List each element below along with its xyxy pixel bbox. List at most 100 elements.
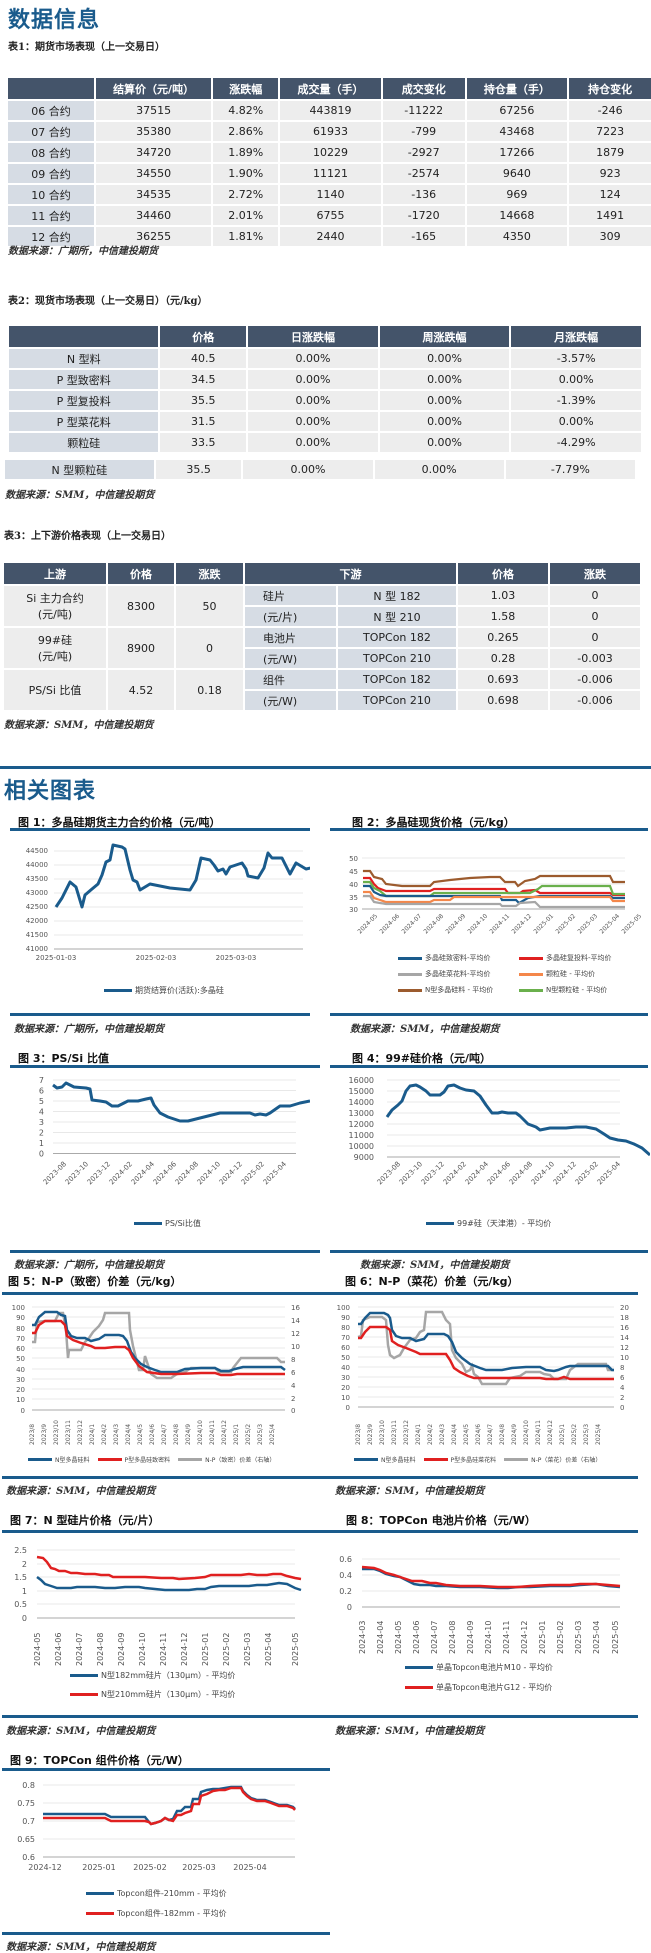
column-header: 日涨跌幅	[248, 326, 378, 347]
svg-text:2024/8: 2024/8	[499, 1424, 506, 1445]
svg-text:2023/11: 2023/11	[391, 1420, 398, 1445]
cell: -7.79%	[505, 460, 635, 479]
svg-text:2024/12: 2024/12	[221, 1420, 228, 1445]
cell: 37515	[95, 101, 212, 120]
svg-text:1: 1	[39, 1139, 44, 1148]
svg-text:2024/4: 2024/4	[451, 1424, 458, 1445]
svg-text:2025-02: 2025-02	[222, 1633, 231, 1666]
svg-text:0.75: 0.75	[17, 1799, 35, 1808]
downstream-spec: TOPCon 210	[337, 691, 456, 710]
row-label: 07 合约	[8, 122, 94, 141]
svg-text:100: 100	[12, 1304, 25, 1312]
upstream-change: 0	[176, 628, 243, 668]
svg-text:60: 60	[16, 1345, 25, 1353]
row-label: P 型菜花料	[9, 412, 159, 431]
svg-text:80: 80	[16, 1325, 25, 1333]
svg-text:0.8: 0.8	[22, 1781, 35, 1790]
figure9-title: 图 9：TOPCon 组件价格（元/W）	[10, 1754, 189, 1767]
cell: 35380	[95, 122, 212, 141]
upstream-price: 8900	[108, 628, 174, 668]
cell: -165	[382, 227, 465, 246]
cell: 1.89%	[213, 143, 279, 162]
svg-text:2024-07: 2024-07	[430, 1621, 439, 1654]
svg-text:0.2: 0.2	[339, 1587, 352, 1596]
column-header: 价格	[160, 326, 247, 347]
svg-text:0.5: 0.5	[14, 1600, 27, 1609]
table-row: N 型料 40.5 0.00% 0.00% -3.57%	[9, 349, 641, 368]
figure-rule	[2, 1932, 330, 1935]
svg-text:2: 2	[39, 1129, 44, 1138]
svg-text:12000: 12000	[349, 1120, 374, 1129]
downstream-change: -0.006	[550, 691, 640, 710]
figure8-legend-2: 单晶Topcon电池片G12 - 平均价	[405, 1682, 552, 1693]
svg-text:2024-05: 2024-05	[356, 913, 379, 936]
svg-text:2024/9: 2024/9	[185, 1424, 192, 1445]
svg-text:4: 4	[291, 1382, 296, 1390]
cell: 0.00%	[379, 412, 510, 431]
downstream-spec: TOPCon 182	[337, 628, 456, 647]
cell: 443819	[280, 101, 381, 120]
cell: -11222	[382, 101, 465, 120]
svg-text:2024-11: 2024-11	[502, 1621, 511, 1654]
table-header-row: 上游 价格 涨跌 下游 价格 涨跌	[4, 563, 640, 584]
svg-text:2025-01-03: 2025-01-03	[36, 954, 77, 962]
svg-text:0: 0	[347, 1603, 352, 1612]
downstream-price: 0.265	[458, 628, 548, 647]
figure5-source: 数据来源：SMM，中信建投期货	[6, 1486, 156, 1497]
svg-text:40: 40	[341, 1364, 350, 1372]
figure8-legend-1: 单晶Topcon电池片M10 - 平均价	[405, 1662, 553, 1673]
svg-text:5: 5	[39, 1097, 44, 1106]
figure-rule	[10, 1065, 320, 1068]
svg-text:35: 35	[349, 894, 358, 902]
column-header: 月涨跌幅	[511, 326, 641, 347]
cell: 34535	[95, 185, 212, 204]
svg-text:0: 0	[22, 1614, 27, 1623]
figure2-source: 数据来源：SMM，中信建投期货	[350, 1024, 500, 1035]
svg-text:2025-02: 2025-02	[556, 1621, 565, 1654]
svg-text:2024/3: 2024/3	[439, 1424, 446, 1445]
column-header: 持仓变化	[569, 78, 651, 99]
table-row: P 型致密料 34.5 0.00% 0.00% 0.00%	[9, 370, 641, 389]
svg-text:2024-04: 2024-04	[376, 1621, 385, 1654]
cell: 923	[569, 164, 651, 183]
downstream-change: 0	[550, 607, 640, 626]
table-header-row: 价格 日涨跌幅 周涨跌幅 月涨跌幅	[9, 326, 641, 347]
downstream-category: (元/W)	[245, 649, 336, 668]
svg-text:16: 16	[620, 1324, 629, 1332]
table3-caption: 表3：上下游价格表现（上一交易日）	[4, 531, 171, 542]
row-label: 10 合约	[8, 185, 94, 204]
svg-text:2024/6: 2024/6	[475, 1424, 482, 1445]
svg-text:2024/12: 2024/12	[547, 1420, 554, 1445]
svg-text:2025-05: 2025-05	[611, 1621, 620, 1654]
cell: -2927	[382, 143, 465, 162]
svg-text:2025-03: 2025-03	[243, 1633, 252, 1666]
svg-text:0: 0	[346, 1404, 350, 1412]
cell: 40.5	[160, 349, 247, 368]
svg-text:2024-12: 2024-12	[510, 913, 533, 936]
cell: 2.72%	[213, 185, 279, 204]
cell: 35.5	[160, 391, 247, 410]
svg-text:43000: 43000	[26, 889, 48, 897]
svg-text:2024/9: 2024/9	[511, 1424, 518, 1445]
svg-text:2024-08: 2024-08	[96, 1633, 105, 1666]
svg-text:45000: 45000	[26, 840, 48, 841]
svg-text:2025-02-03: 2025-02-03	[136, 954, 177, 962]
cell: 0.00%	[379, 433, 510, 452]
figure6-title: 图 6：N-P（菜花）价差（元/kg）	[345, 1275, 519, 1288]
figure6-legend: N型多晶硅料 P型多晶硅菜花料 N-P（菜花）价差（右轴）	[354, 1455, 601, 1464]
downstream-category: 电池片	[245, 628, 336, 647]
svg-text:16000: 16000	[349, 1076, 374, 1085]
row-label: 06 合约	[8, 101, 94, 120]
cell: -136	[382, 185, 465, 204]
svg-text:2024-05: 2024-05	[33, 1633, 42, 1666]
svg-text:90: 90	[341, 1314, 350, 1322]
downstream-spec: TOPCon 182	[337, 670, 456, 689]
column-header	[8, 78, 94, 99]
svg-text:2025-04: 2025-04	[592, 1621, 601, 1654]
figure7-legend-1: N型182mm硅片（130μm）- 平均价	[70, 1670, 235, 1681]
svg-text:14000: 14000	[349, 1098, 374, 1107]
svg-text:0.65: 0.65	[17, 1835, 35, 1844]
svg-text:2024/11: 2024/11	[209, 1420, 216, 1445]
table-row: 08 合约 34720 1.89% 10229 -2927 17266 1879	[8, 143, 651, 162]
svg-text:0.4: 0.4	[339, 1571, 352, 1580]
